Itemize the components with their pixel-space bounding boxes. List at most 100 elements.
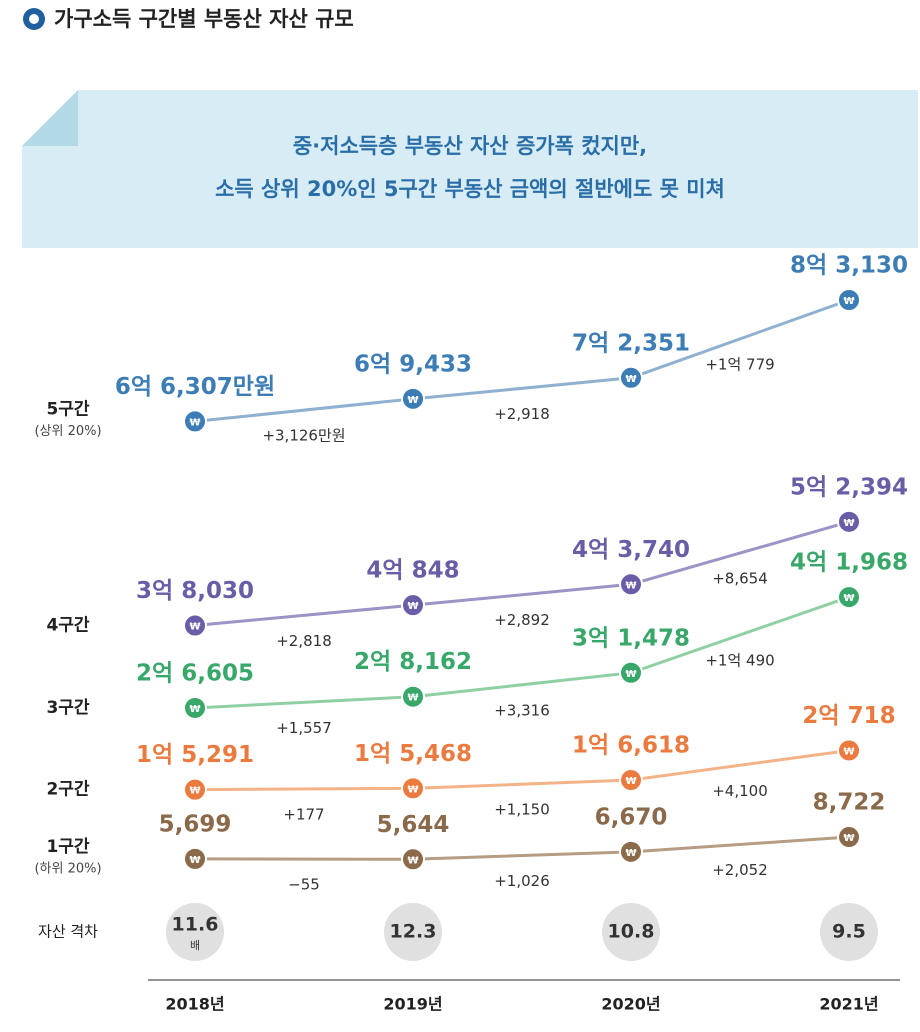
diff-label: +2,892 [494,611,550,629]
diff-label: +1,557 [276,719,332,737]
point [837,288,861,312]
point [837,585,861,610]
point-symbol: ₩ [843,518,854,529]
row-sublabel: (상위 20%) [34,424,101,439]
headline: 소득 상위 20%인 5구간 부동산 금액의 절반에도 못 미쳐 [215,177,725,201]
gap-label: 자산 격차 [38,923,98,941]
value-label: 4억 848 [366,558,459,584]
point [401,847,425,872]
point-symbol: ₩ [407,855,418,866]
value-label: 2억 6,605 [136,660,254,686]
value-label: 6억 9,433 [354,351,472,377]
point [183,613,207,638]
gap-value: 11.6 [172,914,219,936]
value-label: 5,699 [159,811,232,837]
point-symbol: ₩ [843,593,854,604]
series-line [194,298,850,423]
series-line [194,835,850,861]
series-line [194,520,850,628]
headline-fold [22,90,78,146]
point-symbol: ₩ [189,704,200,715]
diff-label: −55 [288,876,320,894]
point-symbol: ₩ [407,784,418,795]
point [401,593,425,618]
point [837,825,861,850]
point [401,386,425,411]
point [619,572,643,597]
row-label: 3구간 [46,698,89,718]
value-label: 8억 3,130 [790,253,908,279]
point-symbol: ₩ [189,855,200,866]
point-symbol: ₩ [843,833,854,844]
row-sublabel: (하위 20%) [34,861,101,876]
x-tick-label: 2020년 [601,995,660,1014]
x-tick-label: 2021년 [819,995,878,1014]
x-tick-label: 2019년 [383,995,442,1014]
diff-label: +2,052 [712,861,768,879]
title-bullet-inner [29,14,39,24]
diff-label: +1,026 [494,872,550,890]
point-symbol: ₩ [625,669,636,680]
point-symbol: ₩ [189,622,200,633]
point [619,660,643,685]
point-symbol: ₩ [843,296,854,307]
series-line [194,748,850,792]
gap-circle [384,903,442,961]
gap-circle [166,903,224,961]
gap-value: 9.5 [832,921,866,943]
point-symbol: ₩ [625,580,636,591]
point-symbol: ₩ [407,693,418,704]
point-symbol: ₩ [843,746,854,757]
gap-circle [602,903,660,961]
value-label: 6,670 [595,804,668,830]
point [837,738,861,763]
gap-unit: 배 [190,939,200,952]
diff-label: +3,316 [494,701,550,719]
diff-label: +2,818 [276,632,332,650]
row-label: 1구간 [46,837,89,857]
point [619,365,643,390]
value-label: 2억 718 [802,703,895,729]
point [183,777,207,802]
diff-label: +4,100 [712,782,768,800]
point-symbol: ₩ [625,776,636,787]
point-symbol: ₩ [189,786,200,797]
value-label: 4억 3,740 [572,537,690,563]
point [401,684,425,709]
headline-box [22,90,918,248]
row-label: 5구간 [46,399,89,419]
point [837,509,861,534]
gap-value: 12.3 [390,921,437,943]
diff-label: +1억 490 [705,651,774,669]
value-label: 8,722 [813,790,886,816]
headline: 중·저소득층 부동산 자산 증가폭 컸지만, [293,134,647,158]
point-symbol: ₩ [407,395,418,406]
value-label: 2억 8,162 [354,649,472,675]
diff-label: +3,126만원 [262,427,345,445]
value-label: 5,644 [377,812,450,838]
value-label: 3억 1,478 [572,625,690,651]
chart-title: 가구소득 구간별 부동산 자산 규모 [54,7,354,31]
value-label: 6억 6,307만원 [115,374,275,400]
gap-value: 10.8 [608,921,655,943]
row-label: 2구간 [46,780,89,800]
value-label: 7억 2,351 [572,330,690,356]
point [183,409,207,434]
diff-label: +2,918 [494,405,550,423]
diff-label: +8,654 [712,570,768,588]
point [401,776,425,801]
point [183,695,207,720]
diff-label: +177 [283,805,324,823]
row-label: 4구간 [46,616,89,636]
point [183,846,207,871]
diff-label: +1,150 [494,801,550,819]
value-label: 5억 2,394 [790,474,908,500]
diff-label: +1억 779 [705,355,774,373]
series-line [194,595,850,710]
x-tick-label: 2018년 [165,995,224,1014]
value-label: 1억 5,291 [136,742,254,768]
point-symbol: ₩ [407,601,418,612]
gap-circle [820,903,878,961]
point [619,839,643,864]
